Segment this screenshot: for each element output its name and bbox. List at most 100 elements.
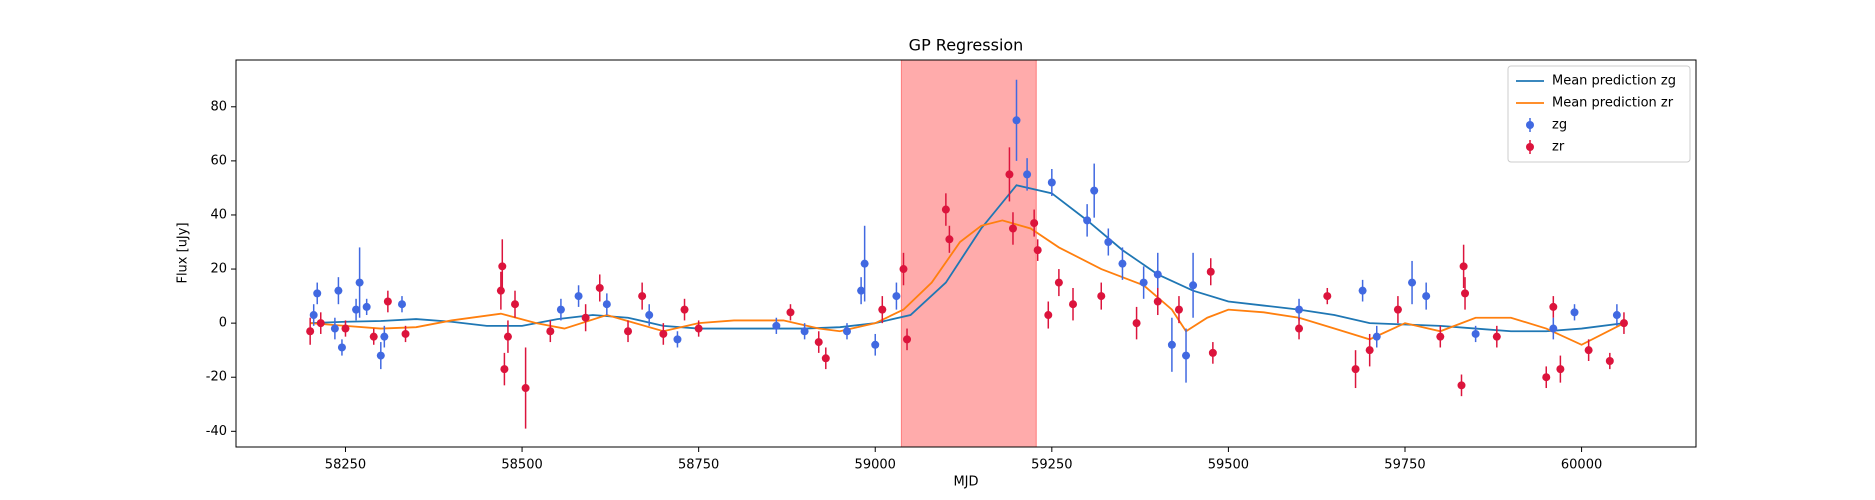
chart-title: GP Regression (909, 36, 1024, 55)
x-tick-label: 59750 (1384, 458, 1425, 473)
data-point (581, 313, 590, 322)
data-point (1090, 186, 1099, 195)
data-point (941, 205, 950, 214)
data-point (546, 327, 555, 336)
data-point (857, 286, 866, 295)
data-point (800, 327, 809, 336)
legend-marker (1526, 143, 1534, 151)
y-axis-label: Flux [uJy] (176, 222, 191, 283)
data-point (574, 292, 583, 301)
data-point (638, 292, 647, 301)
legend-label: zr (1552, 140, 1565, 155)
data-point (1044, 311, 1053, 320)
data-point (1549, 324, 1558, 333)
data-point (1457, 381, 1466, 390)
data-point (1023, 170, 1032, 179)
y-tick-label: -20 (206, 370, 227, 385)
data-point (1612, 311, 1621, 320)
data-point (842, 327, 851, 336)
data-point (380, 332, 389, 341)
x-tick-label: 58250 (325, 458, 366, 473)
data-point (899, 265, 908, 274)
data-point (355, 278, 364, 287)
data-point (1174, 305, 1183, 314)
y-tick-label: 40 (210, 207, 227, 222)
data-point (1542, 373, 1551, 382)
data-point (1295, 305, 1304, 314)
x-axis-label: MJD (953, 475, 978, 490)
data-point (624, 327, 633, 336)
data-point (602, 300, 611, 309)
data-point (821, 354, 830, 363)
data-point (1323, 292, 1332, 301)
data-point (1619, 319, 1628, 328)
data-point (1118, 259, 1127, 268)
plot-frame (235, 59, 1697, 448)
data-point (595, 283, 604, 292)
data-point (1104, 238, 1113, 247)
data-point (645, 311, 654, 320)
y-tick-label: -40 (206, 424, 227, 439)
data-point (1153, 270, 1162, 279)
data-point (878, 305, 887, 314)
data-point (892, 292, 901, 301)
data-point (1208, 348, 1217, 357)
data-point (1030, 219, 1039, 228)
data-point (1372, 332, 1381, 341)
data-point (362, 302, 371, 311)
data-point (903, 335, 912, 344)
data-point (1393, 305, 1402, 314)
data-point (1153, 297, 1162, 306)
data-point (1570, 308, 1579, 317)
shaded-region (900, 59, 1037, 448)
data-point (401, 329, 410, 338)
mean-line (310, 219, 1625, 346)
data-point (306, 327, 315, 336)
y-tick-label: 80 (210, 99, 227, 114)
data-point (1167, 340, 1176, 349)
data-point (1295, 324, 1304, 333)
data-point (1008, 224, 1017, 233)
data-point (1461, 289, 1470, 298)
legend-label: zg (1552, 118, 1567, 133)
legend-marker (1526, 121, 1534, 129)
data-point (1097, 292, 1106, 301)
data-point (1365, 346, 1374, 355)
y-tick-label: 20 (210, 262, 227, 277)
data-point (500, 365, 509, 374)
data-point (313, 289, 322, 298)
data-point (1351, 365, 1360, 374)
data-point (1492, 332, 1501, 341)
data-point (334, 286, 343, 295)
data-point (871, 340, 880, 349)
data-point (1033, 246, 1042, 255)
data-point (786, 308, 795, 317)
data-point (369, 332, 378, 341)
data-point (1556, 365, 1565, 374)
data-point (1189, 281, 1198, 290)
legend-box (1507, 65, 1691, 163)
data-point (352, 305, 361, 314)
x-tick-label: 59500 (1208, 458, 1249, 473)
data-point (1605, 357, 1614, 365)
data-point (1139, 278, 1148, 287)
legend-label: Mean prediction zg (1552, 74, 1676, 89)
x-tick-label: 60000 (1561, 458, 1602, 473)
data-point (772, 321, 781, 330)
data-point (503, 332, 512, 341)
data-point (673, 335, 682, 344)
data-point (1054, 278, 1063, 287)
data-point (694, 324, 703, 333)
data-point (337, 343, 346, 352)
y-tick-label: 0 (219, 316, 227, 331)
data-point (1069, 300, 1078, 309)
data-point (860, 259, 869, 268)
data-point (383, 297, 392, 306)
data-point (1047, 178, 1056, 187)
x-tick-label: 58750 (678, 458, 719, 473)
x-tick-label: 59000 (855, 458, 896, 473)
data-point (496, 286, 505, 295)
data-point (1132, 319, 1141, 328)
data-point (1408, 278, 1417, 287)
